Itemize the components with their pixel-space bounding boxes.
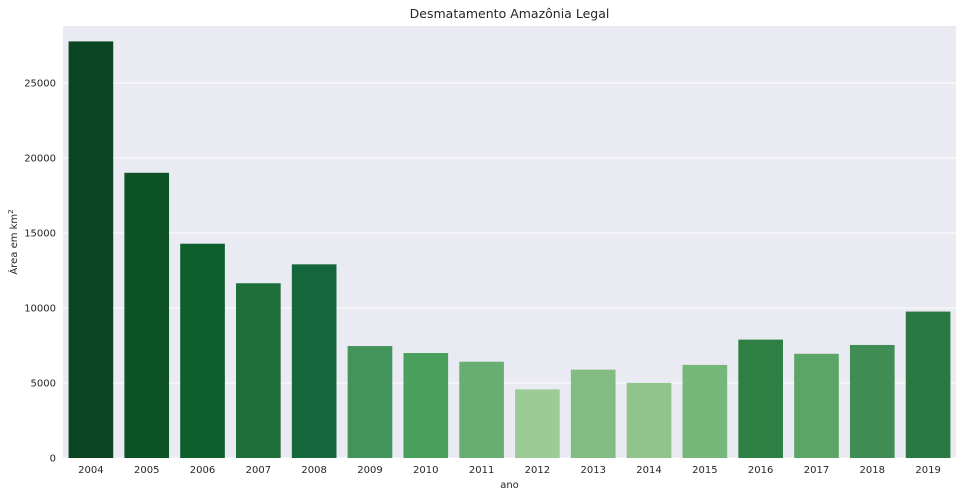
x-tick-label: 2008 (301, 465, 326, 476)
bar-2018 (849, 344, 895, 458)
y-tick-label: 5000 (31, 379, 56, 390)
x-tick-label: 2014 (636, 465, 661, 476)
bar-2013 (570, 369, 616, 458)
bar-2014 (626, 382, 672, 458)
bar-2005 (124, 172, 170, 459)
y-axis-label: Área em km2 (7, 209, 20, 274)
bar-2009 (347, 346, 393, 458)
y-tick-label: 25000 (24, 79, 56, 90)
x-tick-label: 2011 (469, 465, 494, 476)
x-tick-label: 2013 (580, 465, 605, 476)
y-axis-label-text: Área em km (7, 214, 20, 275)
bar-2017 (794, 353, 839, 458)
bar-2007 (236, 283, 281, 458)
y-tick-label: 15000 (24, 229, 56, 240)
y-tick-labels: 0 5000 10000 15000 20000 25000 (24, 79, 56, 465)
bar-2006 (180, 243, 225, 458)
y-tick-label: 10000 (24, 304, 56, 315)
bar-2015 (682, 364, 728, 458)
x-tick-label: 2006 (190, 465, 215, 476)
x-tick-label: 2015 (692, 465, 717, 476)
bar-2019 (905, 311, 951, 458)
x-tick-label: 2010 (413, 465, 438, 476)
bar-2008 (291, 264, 337, 458)
x-tick-label: 2007 (246, 465, 271, 476)
y-axis-label-superscript: 2 (7, 209, 15, 213)
bars (68, 41, 951, 459)
x-tick-labels: 2004 2005 2006 2007 2008 2009 2010 2011 2012 2013… (78, 465, 941, 476)
bar-2012 (515, 389, 560, 458)
x-tick-label: 2016 (748, 465, 773, 476)
chart-title: Desmatamento Amazônia Legal (410, 6, 610, 21)
x-tick-label: 2004 (78, 465, 103, 476)
x-tick-label: 2009 (357, 465, 382, 476)
y-tick-label: 0 (50, 454, 56, 465)
x-tick-label: 2017 (804, 465, 829, 476)
bar-2016 (738, 339, 783, 458)
bar-2004 (68, 41, 114, 459)
x-tick-label: 2018 (860, 465, 885, 476)
x-tick-label: 2012 (525, 465, 550, 476)
x-axis-label: ano (500, 480, 519, 491)
x-tick-label: 2019 (915, 465, 940, 476)
y-tick-label: 20000 (24, 154, 56, 165)
bar-2011 (459, 361, 504, 458)
bar-2010 (403, 353, 449, 458)
x-tick-label: 2005 (134, 465, 159, 476)
